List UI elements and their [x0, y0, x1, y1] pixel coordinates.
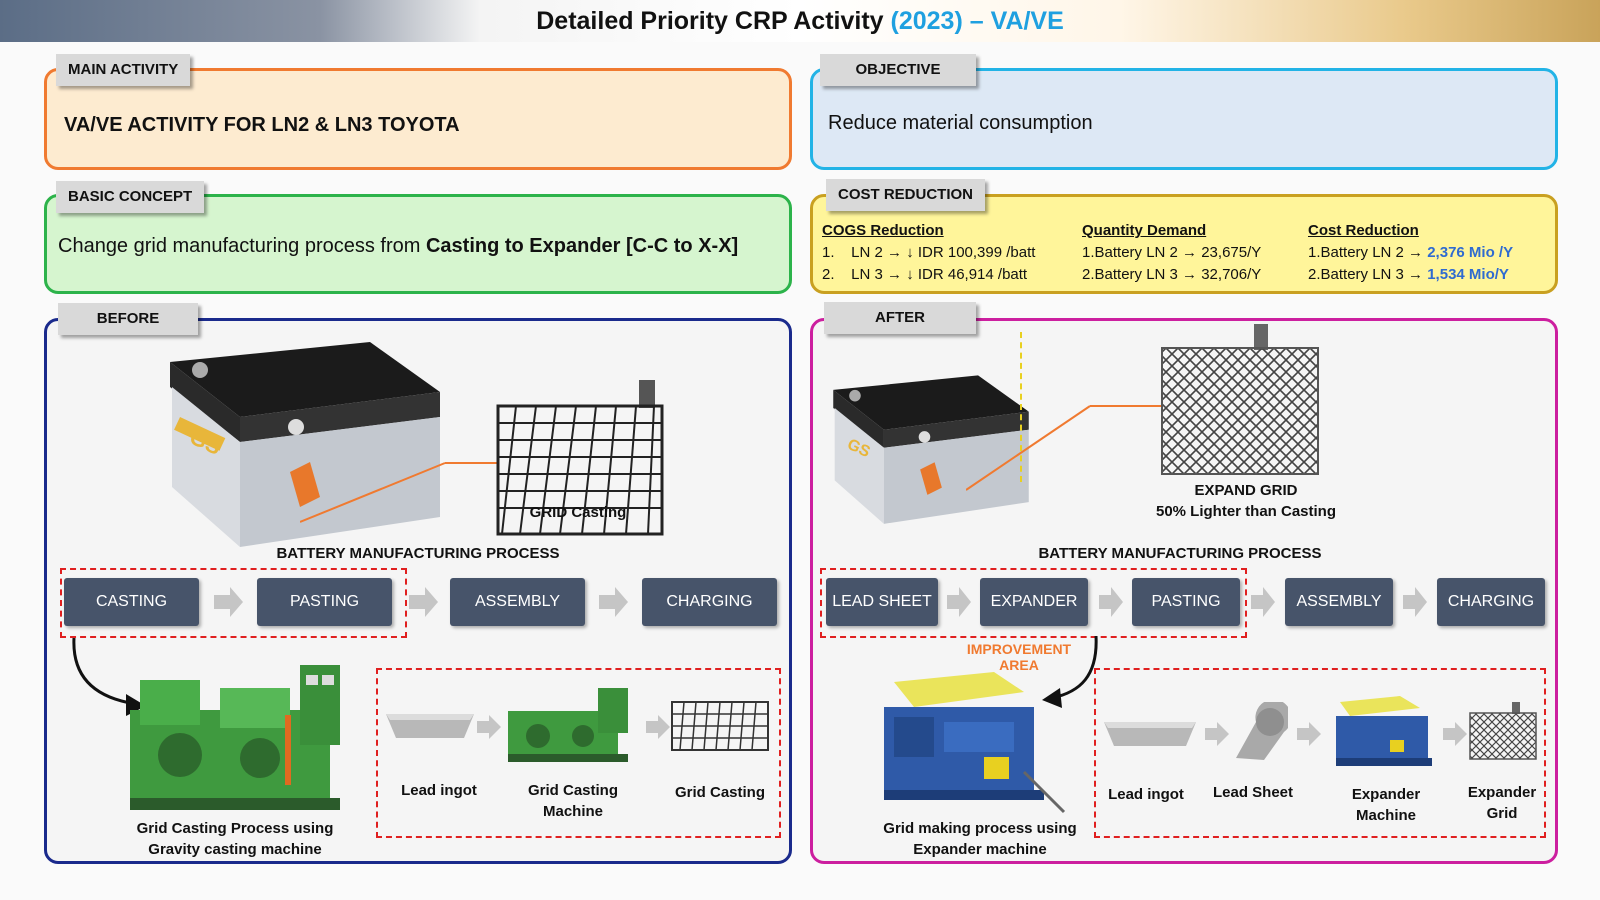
yellow-dashed-divider	[1020, 332, 1022, 482]
expander-machine-caption: Grid making process using Expander machi…	[883, 820, 1077, 858]
lead-ingot-icon	[1104, 722, 1196, 746]
flow-label-lead-sheet: Lead Sheet	[1212, 784, 1294, 801]
cogs-reduction: COGS Reduction 1. LN 2 → ↓ IDR 100,399 /…	[822, 220, 1035, 286]
grid-casting-machine-icon	[508, 688, 628, 762]
battery-illustration: GS	[833, 375, 1029, 524]
process-arrow	[212, 587, 244, 617]
flow-arrow	[1296, 722, 1322, 752]
main-activity-text: VA/VE ACTIVITY FOR LN2 & LN3 TOYOTA	[64, 114, 460, 136]
step-charging: CHARGING	[1437, 578, 1545, 626]
expand-grid-label: EXPAND GRID 50% Lighter than Casting	[1155, 482, 1337, 520]
curved-arrow	[1042, 636, 1098, 708]
flow-label-expander-grid: Expander Grid	[1467, 784, 1537, 822]
process-arrow	[597, 587, 629, 617]
process-title-after: BATTERY MANUFACTURING PROCESS	[1038, 545, 1322, 562]
main-activity-tab: MAIN ACTIVITY	[56, 54, 191, 86]
step-lead-sheet: LEAD SHEET	[826, 578, 938, 626]
expander-machine	[884, 672, 1066, 814]
process-title-before: BATTERY MANUFACTURING PROCESS	[276, 545, 560, 562]
quantity-item: 1.Battery LN 2 → 23,675/Y	[1082, 244, 1262, 261]
step-pasting: PASTING	[257, 578, 392, 626]
cost-item: 1.Battery LN 2 → 2,376 Mio /Y	[1308, 244, 1514, 261]
gravity-casting-machine	[130, 665, 340, 810]
process-arrow	[407, 587, 439, 617]
casting-flow-highlight	[376, 668, 781, 838]
casting-pasting-highlight	[60, 568, 407, 638]
expander-grid-icon	[1469, 702, 1537, 760]
improvement-area-label: IMPROVEMENT AREA	[966, 641, 1072, 673]
step-expander: EXPANDER	[980, 578, 1088, 626]
flow-arrow	[1204, 722, 1230, 752]
grid-casting-icon	[671, 701, 769, 751]
flow-label-lead-ingot: Lead ingot	[1108, 786, 1184, 803]
process-arrow	[1402, 587, 1428, 617]
battery-illustration: GS	[170, 342, 440, 547]
flow-arrow	[1442, 722, 1468, 752]
page-title: Detailed Priority CRP Activity (2023) – …	[536, 7, 1064, 35]
step-casting: CASTING	[64, 578, 199, 626]
cost-item: 2.Battery LN 3 → 1,534 Mio/Y	[1308, 266, 1509, 283]
step-assembly: ASSEMBLY	[1285, 578, 1393, 626]
cogs-item: 1. LN 2 → ↓ IDR 100,399 /batt	[822, 244, 1036, 261]
cost-reduction-values: Cost Reduction 1.Battery LN 2 → 2,376 Mi…	[1308, 220, 1513, 286]
cost-reduction-tab: COST REDUCTION	[826, 179, 985, 211]
grid-casting-label: GRID Casting	[529, 504, 627, 521]
flow-label-grid-casting: Grid Casting	[674, 784, 765, 801]
flow-label-lead-ingot: Lead ingot	[401, 782, 477, 799]
cogs-header: COGS Reduction	[822, 222, 944, 239]
quantity-item: 2.Battery LN 3 → 32,706/Y	[1082, 266, 1262, 283]
basic-concept-tab: BASIC CONCEPT	[56, 181, 205, 213]
quantity-header: Quantity Demand	[1082, 222, 1207, 239]
before-tab: BEFORE	[58, 303, 198, 335]
process-arrow	[1250, 587, 1276, 617]
objective-box	[810, 68, 1558, 170]
expander-flow-highlight	[1094, 668, 1546, 838]
cogs-item: 2. LN 3 → ↓ IDR 46,914 /batt	[822, 266, 1028, 283]
process-arrow	[946, 587, 972, 617]
basic-concept-text: Change grid manufacturing process from C…	[58, 235, 739, 257]
orange-leader-line	[966, 405, 1162, 491]
cost-header: Cost Reduction	[1308, 222, 1419, 239]
expander-machine-icon	[1336, 696, 1432, 766]
lead-sheet-icon	[1236, 702, 1288, 760]
grid-casting-drawing	[496, 380, 664, 536]
step-charging: CHARGING	[642, 578, 777, 626]
flow-label-expander-machine: Expander Machine	[1351, 786, 1421, 824]
casting-machine-caption: Grid Casting Process using Gravity casti…	[136, 820, 334, 858]
flow-arrow	[476, 715, 502, 745]
after-tab: AFTER	[824, 302, 976, 334]
slide-canvas: MAIN ACTIVITY VA/VE ACTIVITY FOR LN2 & L…	[0, 42, 1600, 900]
flow-label-grid-casting-machine: Grid Casting Machine	[527, 782, 618, 820]
objective-text: Reduce material consumption	[828, 112, 1093, 134]
orange-leader-line	[300, 462, 498, 523]
lead-ingot-icon	[386, 714, 474, 738]
header-banner	[0, 0, 1600, 42]
flow-arrow	[645, 715, 671, 745]
step-assembly: ASSEMBLY	[450, 578, 585, 626]
expander-highlight	[820, 568, 1247, 638]
quantity-demand: Quantity Demand 1.Battery LN 2 → 23,675/…	[1082, 220, 1261, 286]
step-pasting: PASTING	[1132, 578, 1240, 626]
expand-grid-drawing	[1161, 324, 1319, 475]
objective-tab: OBJECTIVE	[820, 54, 976, 86]
process-arrow	[1098, 587, 1124, 617]
